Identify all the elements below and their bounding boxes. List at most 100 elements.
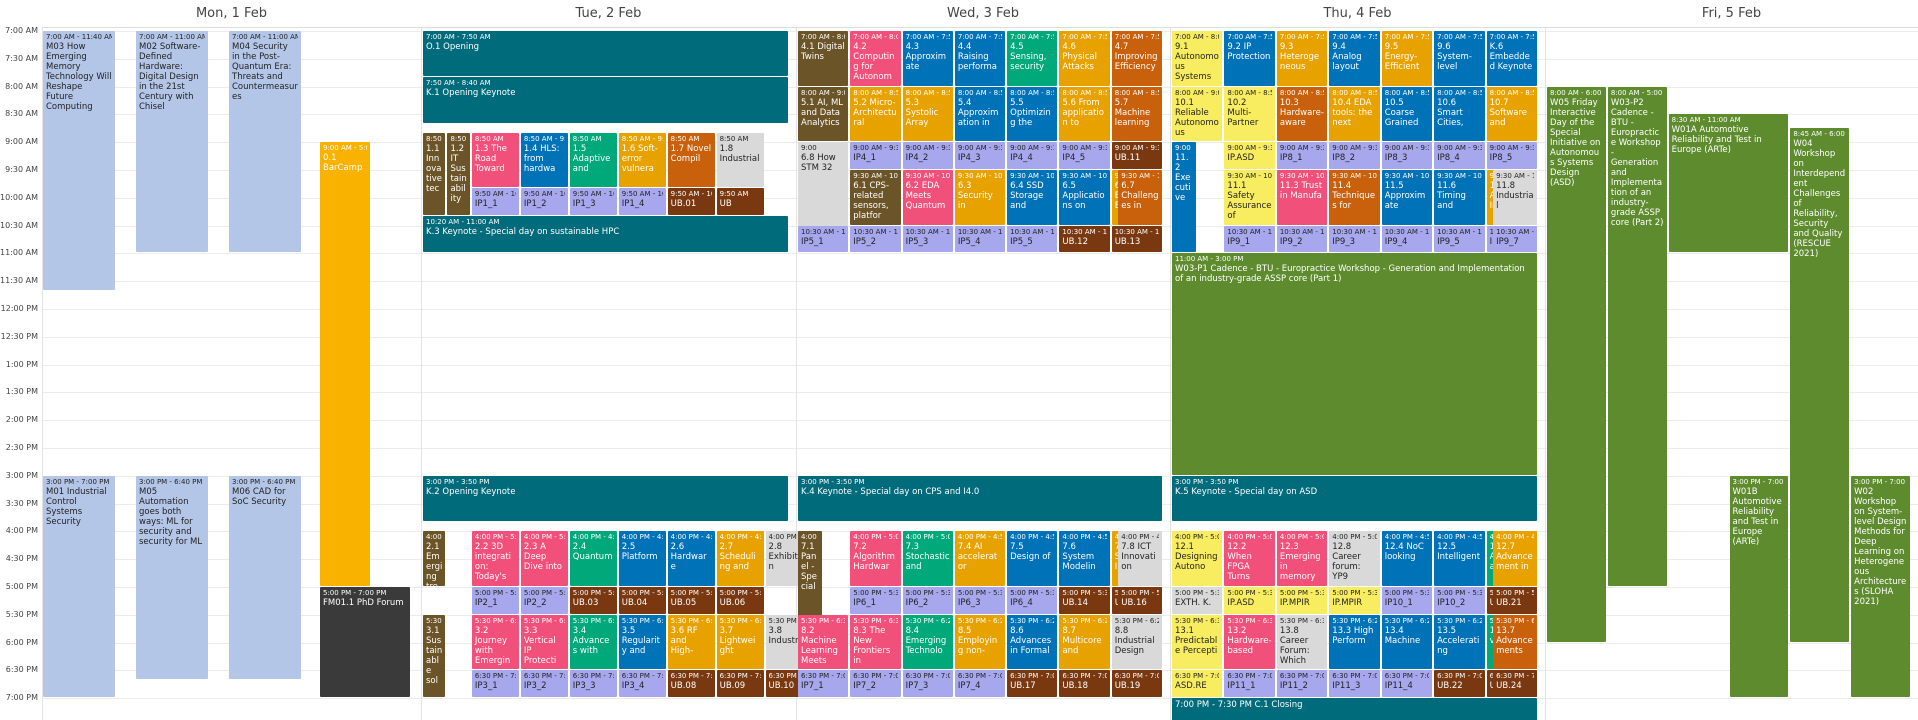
event-block[interactable]: 8:00 AM - 8:5 5.6 From application to: [1059, 86, 1110, 142]
event-block[interactable]: 5:00 PM - 5:3 IP6_3: [954, 587, 1006, 614]
event-block[interactable]: 5:30 PM - 6:23.6 RF and High-: [667, 614, 715, 670]
event-block[interactable]: 8:00 AM - 6:00 PMW05 Friday Interactive …: [1547, 86, 1606, 642]
event-block[interactable]: 7:00 PM - 7:30 PM C.1 Closing: [1172, 698, 1537, 720]
event-block[interactable]: 9:00 AM - 9:3 IP8_5: [1486, 142, 1537, 169]
event-block[interactable]: 5:00 PM - 5:30UB.06: [716, 587, 764, 614]
event-block[interactable]: 7:00 AM - 7:5 4.5 Sensing, security: [1007, 31, 1058, 86]
event-block[interactable]: 6:30 PM - 7:0IP3_4: [618, 670, 666, 698]
event-block[interactable]: 9:50 AM - 10 UB.01: [667, 188, 715, 216]
event-block[interactable]: 9:00 AM - 9:3 IP4_3: [954, 142, 1006, 169]
event-block[interactable]: 9:50 AM - 10 IP1_4: [618, 188, 666, 216]
event-block[interactable]: 9:30 AM - 10 11.1 Safety Assurance of: [1224, 170, 1275, 225]
event-block[interactable]: 4:00 PM - 4:5 7.6 System Modelin: [1059, 531, 1110, 586]
event-block[interactable]: 10:30 AM - 11:IP5_1: [798, 225, 849, 253]
event-block[interactable]: 5:30 PM - 6:2 13.3 High Perform: [1329, 614, 1380, 670]
event-block[interactable]: 9:50 AM UB: [716, 188, 764, 216]
event-block[interactable]: 6:30 PM - 7:0UB.08: [667, 670, 715, 698]
event-block[interactable]: 4:00 PM - 4:512.7 Advancement in: [1493, 531, 1537, 586]
event-block[interactable]: 5:30 PM - 6:33.4 Advance s with: [569, 614, 617, 670]
event-block[interactable]: 8:00 AM - 8:5 5.2 Micro-Architectural: [850, 86, 901, 142]
event-block[interactable]: 10:30 AM - 11:UB.12: [1059, 225, 1110, 253]
event-block[interactable]: 7:00 AM - 7:5 9.4 Analog layout: [1329, 31, 1380, 86]
event-block[interactable]: 7:00 AM - 7:5 4.7 Improving Efficiency: [1111, 31, 1162, 86]
event-block[interactable]: 4:00 PM - 4:5 7.4 AI accelerator: [954, 531, 1006, 586]
event-block[interactable]: 6:30 PM - 7:0UB.24: [1493, 670, 1537, 698]
event-block[interactable]: 6:30 PM - 7:0 IP7_4: [954, 670, 1006, 698]
event-block[interactable]: 6:30 PM - 7:0 IP7_2: [850, 670, 901, 698]
event-block[interactable]: 10:30 AM - 1 IP9_5: [1434, 225, 1485, 253]
event-block[interactable]: 5:00 PM - 5:3 IP.MPIR: [1276, 587, 1328, 614]
event-block[interactable]: 9:00 AM - 9:3 IP8_3: [1381, 142, 1433, 169]
event-block[interactable]: 4:00 PM - 4:52.6 Hardware: [667, 531, 715, 586]
event-block[interactable]: 5:00 PM - 5:3 UB.14: [1059, 587, 1110, 614]
event-block[interactable]: 9:00 AM - 9:3 UB.11: [1111, 142, 1162, 169]
event-block[interactable]: 8:00 AM - 8:5 10.7 Software and: [1486, 86, 1537, 142]
event-block[interactable]: 5:00 PM - 5:30UB.05: [667, 587, 715, 614]
event-block[interactable]: 6:30 PM - 7:0IP3_2: [520, 670, 568, 698]
event-block[interactable]: 4:00 PM - 5:02.2 3D integration: Today's: [471, 531, 519, 586]
event-block[interactable]: 5:30 PM - 6:2 8.8 Industrial Design: [1111, 614, 1162, 670]
event-block[interactable]: 3:00 PM - 7:00 PM M01 Industrial Control …: [43, 475, 115, 698]
event-block[interactable]: 9:30 AM - 10 11.6 Timing and: [1434, 170, 1485, 225]
event-block[interactable]: 3:00 PM - 7:00 PMW01B Automotive Reliabi…: [1729, 475, 1789, 698]
event-block[interactable]: 9:00 AM - 9:3 IP4_4: [1007, 142, 1058, 169]
event-block[interactable]: 7:00 AM - 7:50 AM O.1 Opening: [423, 31, 788, 77]
event-block[interactable]: 5:30 PM - 6:2 8.6 Advances in Formal: [1007, 614, 1058, 670]
event-block[interactable]: 8:00 AM - 8:5 5.7 Machine learning: [1111, 86, 1162, 142]
event-block[interactable]: 5:30 PM - 6:33.3 Vertical IP Protecti: [520, 614, 568, 670]
event-block[interactable]: 8:00 AM - 8:5 5.5 Optimizing the: [1007, 86, 1058, 142]
event-block[interactable]: 9:30 AM - 10: 6.1 CPS-related sensors, pl…: [850, 170, 901, 225]
event-block[interactable]: 6:30 PM - 7:0IP3_3: [569, 670, 617, 698]
event-block[interactable]: 3:00 PM - 6:40 PM M05 Automation goes bot…: [136, 475, 208, 679]
event-block[interactable]: 6:30 PM - 7:0 IP11_1: [1224, 670, 1275, 698]
event-block[interactable]: 9:00 AM - 9:3 IP4_2: [902, 142, 953, 169]
event-block[interactable]: 8:00 AM - 9:0 10.1 Reliable Autonomous: [1172, 86, 1223, 142]
event-block[interactable]: 9:50 AM - 10 IP1_2: [520, 188, 568, 216]
event-block[interactable]: 4:00 PM - 5:0 12.1 Designing Autono: [1172, 531, 1223, 586]
event-block[interactable]: 6:30 PM - 7:0 IP7_3: [902, 670, 953, 698]
event-block[interactable]: 9:30 AM - 10 11.5 Approximate: [1381, 170, 1433, 225]
event-block[interactable]: 8:00 AM - 8:5 10.5 Coarse Grained: [1381, 86, 1433, 142]
event-block[interactable]: 10:30 AM - 1 IP9_3: [1329, 225, 1380, 253]
event-block[interactable]: 6:30 PM - 7:0 IP11_4: [1381, 670, 1433, 698]
event-block[interactable]: 4:00 PM - 4:52.7 Scheduling and: [716, 531, 764, 586]
event-block[interactable]: 3:00 PM - 3:50 PM K.5 Keynote - Special d…: [1172, 475, 1537, 521]
event-block[interactable]: 5:30 PM - 6:3 13.8 Career Forum: Which: [1276, 614, 1328, 670]
event-block[interactable]: 7:00 AM - 7:5 4.4 Raising performa: [954, 31, 1006, 86]
event-block[interactable]: 5:30 PM - 6:2 8.4 Emerging Technolo: [902, 614, 953, 670]
event-block[interactable]: 8:50 AM 1.5 Adaptive and: [569, 132, 617, 188]
event-block[interactable]: 9:50 AM - 10 IP1_1: [471, 188, 519, 216]
event-block[interactable]: 8:50 A1.2 IT Sustainability: [447, 132, 470, 216]
event-block[interactable]: 9:00 AM - 9:3 IP8_2: [1329, 142, 1380, 169]
event-block[interactable]: 7:00 AM - 8:0 9.1 Autonomous Systems: [1172, 31, 1223, 86]
event-block[interactable]: 8:30 AM - 11:00 AM W01A Automotive Reliab…: [1668, 114, 1789, 253]
event-block[interactable]: 5:30 PM - 6:3 13.1 Predictable Percepti: [1172, 614, 1223, 670]
event-block[interactable]: 6:30 PM - 7:0 IP11_3: [1329, 670, 1380, 698]
event-block[interactable]: 9:00 AM - 5:000.1 BarCamp: [320, 142, 370, 586]
event-block[interactable]: 5:00 PM - 5:3 IP.ASD: [1224, 587, 1275, 614]
event-block[interactable]: 10:30 AM - 1 IP9_1: [1224, 225, 1275, 253]
event-block[interactable]: 7:00 AM - 7:5 K.6 Embedded Keynote: [1486, 31, 1537, 86]
event-block[interactable]: 9:00 11.2 Executive: [1172, 142, 1197, 253]
event-block[interactable]: 9:30 AM - 10 6.3 Security in: [954, 170, 1006, 225]
event-block[interactable]: 5:30 PM - 6:2 8.5 Employing non-: [954, 614, 1006, 670]
event-block[interactable]: 8:00 AM - 8:5 10.2 Multi-Partner: [1224, 86, 1275, 142]
event-block[interactable]: 5:00 PM - 5:3 IP.MPIR: [1329, 587, 1380, 614]
event-block[interactable]: 10:30 AM - 11:IP5_3: [902, 225, 953, 253]
event-block[interactable]: 4:00 PM - 5:0 12.8 Career forum: YP9: [1329, 531, 1380, 586]
event-block[interactable]: 7:00 AM - 11:40 AM M03 How Emerging Memor…: [43, 31, 115, 290]
event-block[interactable]: 8:00 AM - 8:5 10.3 Hardware-aware: [1276, 86, 1328, 142]
event-block[interactable]: 9:00 AM - 9:3 IP4_1: [850, 142, 901, 169]
event-block[interactable]: 10:30 AM - 11:IP5_5: [1007, 225, 1058, 253]
event-block[interactable]: 4:00 PM - 4:52.5 Platform: [618, 531, 666, 586]
event-block[interactable]: 5:00 PM - 5:30IP2_2: [520, 587, 568, 614]
event-block[interactable]: 4:00 PM - 4:52.4 Quantum: [569, 531, 617, 586]
event-block[interactable]: 6:30 PM - 7:0 ASD.RE: [1172, 670, 1223, 698]
event-block[interactable]: 4:00 PM - 4:5 12.4 NoC looking: [1381, 531, 1433, 586]
event-block[interactable]: 3:00 PM - 7:00 PMW02 Workshop on System-…: [1851, 475, 1910, 698]
event-block[interactable]: 6:30 PM - 7:0 IP7_1: [798, 670, 849, 698]
event-block[interactable]: 6:30 PM - 7:0 IP11_2: [1276, 670, 1328, 698]
event-block[interactable]: 7:00 AM - 7:5 4.3 Approximate: [902, 31, 953, 86]
event-block[interactable]: 5:30 P3.1 Sustainable sol: [423, 614, 446, 698]
event-block[interactable]: 10:30 AM - 1 IP9_2: [1276, 225, 1328, 253]
